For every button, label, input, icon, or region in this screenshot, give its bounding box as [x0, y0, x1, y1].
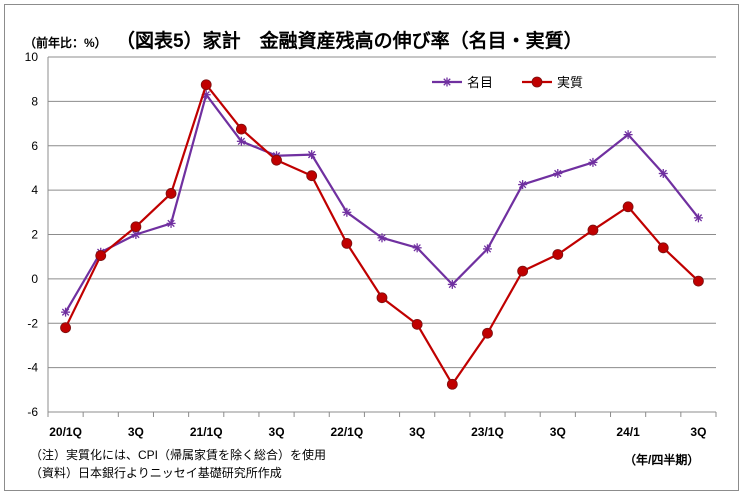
data-point: [341, 237, 353, 249]
data-point: [95, 250, 107, 261]
axes: [47, 57, 717, 417]
y-tick-label: 6: [31, 139, 38, 153]
point-marker: [447, 279, 457, 289]
y-tick-label: -2: [27, 316, 38, 330]
point-marker: [693, 213, 703, 223]
marker-stroke: [518, 180, 527, 189]
data-point: [411, 318, 423, 330]
point-marker: [588, 157, 598, 167]
point-marker: [658, 168, 668, 178]
point-marker: [61, 307, 71, 317]
marker-stroke: [483, 245, 492, 253]
point-marker: [166, 218, 176, 228]
data-point: [200, 79, 212, 91]
data-point: [235, 123, 247, 135]
data-point: [130, 221, 142, 233]
point-marker: [553, 168, 563, 178]
data-point: [482, 327, 493, 339]
legend-entry: 実質: [522, 75, 583, 90]
chart-frame: [4, 4, 739, 491]
gridlines: [48, 56, 716, 369]
y-tick-label: -4: [27, 361, 38, 375]
x-tick-label: 3Q: [128, 425, 144, 439]
y-tick-label: 0: [31, 272, 38, 286]
y-tick-label: -6: [27, 405, 38, 419]
legend-label: 実質: [557, 75, 583, 90]
legend: 名目 実質: [432, 75, 583, 90]
marker-stroke: [307, 150, 316, 159]
point-marker: [377, 233, 387, 243]
point-marker: [482, 244, 492, 254]
data-point: [271, 154, 282, 166]
data-point: [622, 201, 634, 213]
data-point: [60, 322, 71, 334]
data-point: [446, 378, 458, 390]
x-tick-label: 3Q: [269, 425, 285, 439]
legend-marker: [531, 76, 543, 88]
point-marker: [236, 136, 246, 146]
marker-stroke: [659, 169, 667, 178]
data-point: [693, 275, 704, 287]
x-tick-label: 24/1: [616, 425, 640, 439]
data-point: [587, 224, 599, 236]
x-unit-label: （年/四半期）: [624, 453, 700, 467]
marker-stroke: [237, 137, 246, 146]
x-tick-label: 3Q: [550, 425, 566, 439]
marker-stroke: [589, 158, 597, 167]
marker-stroke: [202, 91, 210, 99]
y-tick-label: 10: [25, 50, 39, 64]
point-marker: [307, 150, 317, 160]
marker-stroke: [624, 130, 632, 139]
data-point: [657, 242, 669, 254]
series: [60, 79, 704, 390]
point-marker: [518, 180, 528, 190]
legend-label: 名目: [467, 75, 493, 90]
legend-entry: 名目: [432, 75, 493, 90]
data-point: [376, 292, 388, 304]
point-marker: [623, 130, 633, 140]
marker-stroke: [443, 78, 451, 86]
marker-stroke: [378, 234, 386, 242]
marker-stroke: [61, 308, 70, 316]
marker-stroke: [448, 280, 457, 289]
y-tick-label: 4: [31, 183, 38, 197]
marker-stroke: [132, 230, 140, 239]
data-point: [306, 170, 318, 182]
marker-stroke: [343, 208, 351, 217]
x-tick-label: 20/1Q: [49, 425, 82, 439]
x-tick-label: 3Q: [409, 425, 425, 439]
note-text: （注）実質化には、CPI（帰属家賃を除く総合）を使用: [30, 448, 327, 462]
series-nominal: [61, 90, 703, 317]
data-point: [165, 188, 177, 199]
point-marker: [412, 243, 422, 253]
marker-stroke: [554, 169, 562, 178]
data-point: [552, 249, 564, 260]
y-unit-label: （前年比：%）: [24, 36, 107, 50]
data-point: [517, 265, 529, 277]
point-marker: [342, 207, 352, 217]
series-real: [60, 79, 704, 390]
marker-stroke: [167, 219, 175, 228]
y-tick-label: 8: [31, 94, 38, 108]
chart-title: （図表5）家計 金融資産残高の伸び率（名目・実質）: [116, 31, 583, 52]
y-tick-label: 2: [31, 228, 38, 242]
source-text: （資料）日本銀行よりニッセイ基礎研究所作成: [30, 466, 282, 480]
x-tick-labels: 20/1Q 3Q 21/1Q 3Q 22/1Q 3Q 23/1Q 3Q 24/1 3Q: [49, 425, 706, 439]
x-tick-label: 23/1Q: [471, 425, 504, 439]
point-marker: [442, 77, 452, 87]
marker-stroke: [413, 244, 421, 252]
x-tick-label: 21/1Q: [190, 425, 223, 439]
x-tick-label: 3Q: [690, 425, 706, 439]
y-tick-labels: -6 -4 -2 0 2 4 6 8 10: [25, 50, 39, 419]
marker-stroke: [694, 214, 703, 222]
x-tick-label: 22/1Q: [330, 425, 363, 439]
